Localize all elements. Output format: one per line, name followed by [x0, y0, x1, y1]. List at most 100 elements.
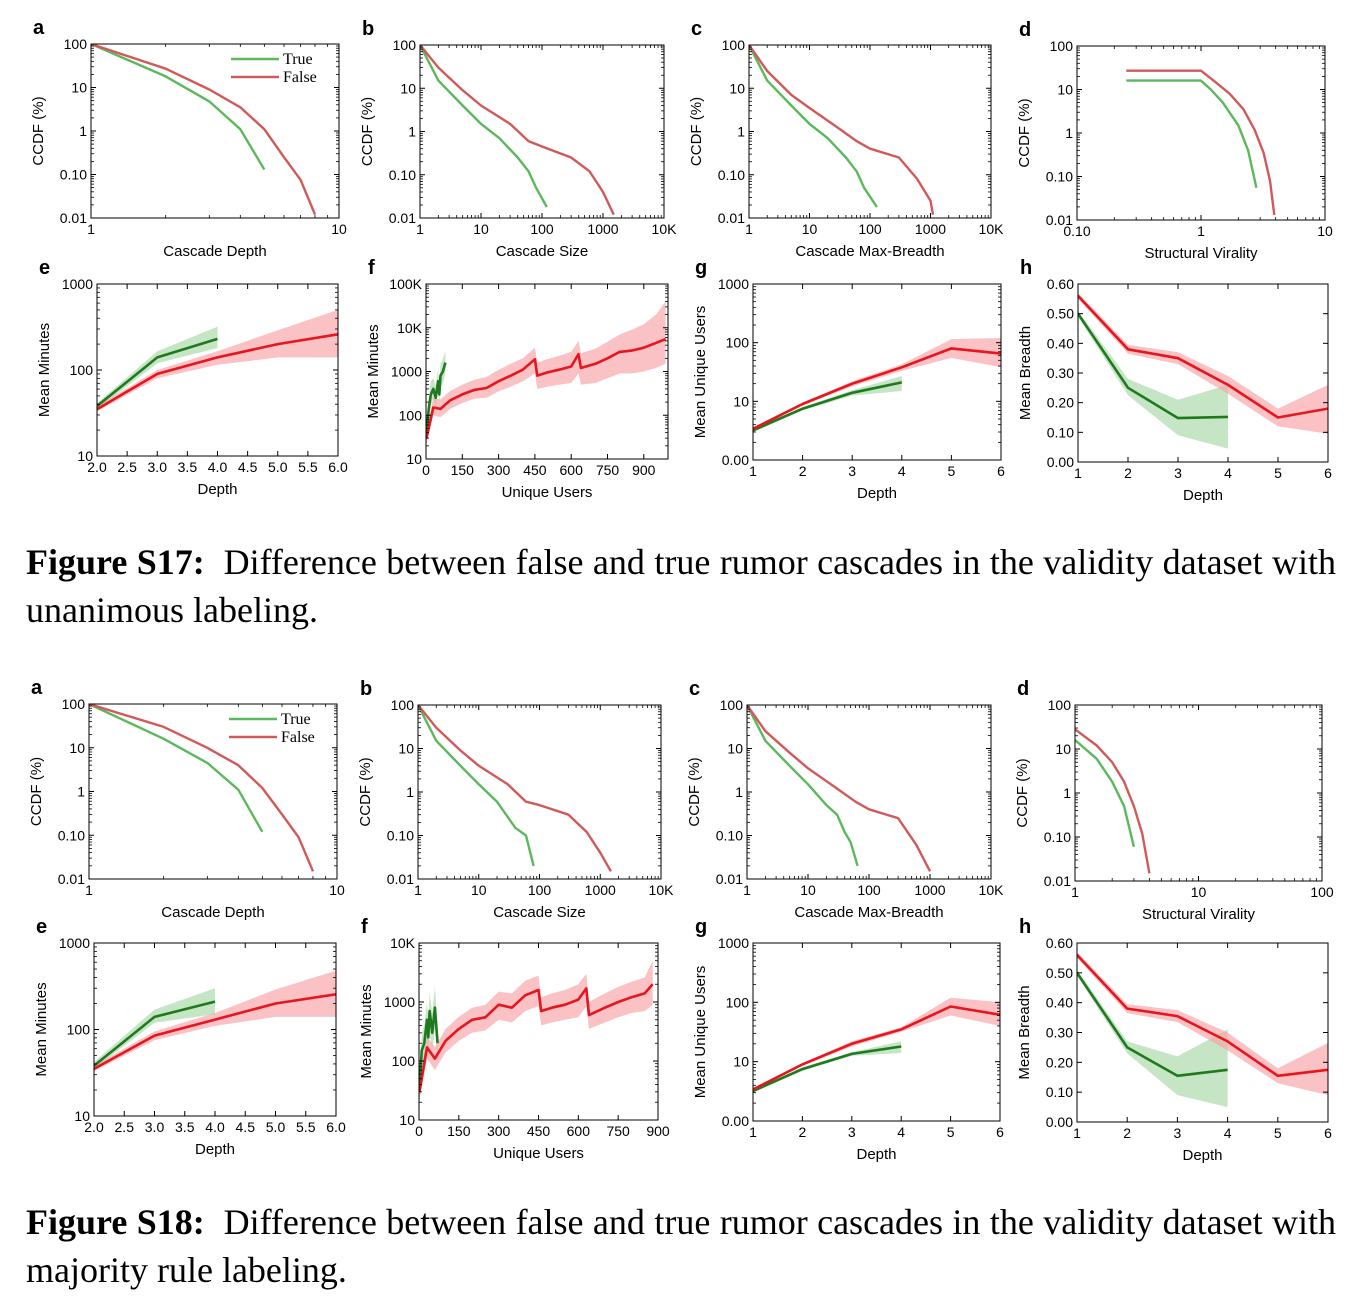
x-axis-label: Depth — [856, 1146, 896, 1163]
y-axis-label: Mean Unique Users — [692, 966, 709, 1099]
y-axis-label: Mean Unique Users — [692, 306, 709, 439]
series-line-true — [97, 337, 218, 408]
series-line-false — [747, 705, 932, 872]
x-tick-label: 1000 — [915, 221, 946, 237]
x-tick-label: 300 — [487, 462, 511, 478]
y-tick-label: 1 — [406, 784, 414, 800]
y-tick-label: 1000 — [384, 994, 415, 1010]
y-tick-label: 1000 — [59, 935, 90, 951]
y-tick-label: 10 — [729, 80, 745, 96]
series-line-false — [426, 337, 667, 439]
panel-letter: b — [362, 18, 374, 40]
plot-area — [749, 45, 935, 215]
plot-frame — [752, 942, 1001, 1122]
y-tick-label: 0.01 — [716, 871, 743, 887]
y-axis-label: CCDF (%) — [1016, 98, 1033, 167]
x-tick-label: 1 — [1071, 884, 1079, 900]
legend-label-false: False — [283, 69, 317, 86]
panel-letter: c — [691, 18, 702, 40]
y-tick-label: 0.30 — [1047, 365, 1074, 381]
x-axis-label: Cascade Size — [496, 243, 589, 260]
x-tick-label: 1000 — [914, 882, 945, 898]
y-tick-label: 0.01 — [389, 210, 416, 226]
x-tick-label: 1 — [1074, 465, 1082, 481]
x-tick-label: 1 — [85, 882, 93, 898]
y-tick-label: 0.01 — [387, 871, 414, 887]
x-tick-label: 1 — [743, 882, 751, 898]
x-tick-label: 150 — [447, 1123, 471, 1139]
y-tick-label: 0.30 — [1046, 1025, 1073, 1041]
plot-frame — [746, 704, 992, 880]
series-line-false — [1078, 295, 1328, 419]
x-tick-label: 3.0 — [148, 459, 168, 475]
y-tick-label: 1 — [1063, 785, 1071, 801]
plot-area — [747, 705, 932, 872]
y-tick-label: 100 — [392, 1053, 416, 1069]
panel-d: 1 10 100 100 10 1 0.10 0.01 Structural Virality C… — [1014, 678, 1334, 923]
y-tick-label: 1 — [77, 784, 85, 800]
series-line-true — [419, 1006, 439, 1092]
legend-label-false: False — [281, 729, 315, 746]
panel-letter: c — [689, 678, 700, 700]
panel-f: 0 150 300 450 600 750 900 10K 1000 100 10 Unique Us… — [358, 916, 670, 1162]
y-axis-label: CCDF (%) — [357, 757, 374, 826]
plot-area — [1077, 952, 1328, 1108]
y-tick-label: 0.01 — [1044, 873, 1071, 889]
x-axis-label: Depth — [197, 481, 237, 498]
x-tick-label: 0 — [415, 1123, 423, 1139]
y-axis-label: CCDF (%) — [686, 757, 703, 826]
x-tick-label: 2.5 — [117, 459, 137, 475]
panel-b: 1 10 100 1000 10K 100 10 1 0.10 0.01 Cascade Size C… — [359, 18, 677, 260]
series-line-false — [94, 993, 336, 1071]
y-tick-label: 0.50 — [1046, 965, 1073, 981]
plot-area — [420, 45, 615, 216]
x-tick-label: 1 — [1073, 1125, 1081, 1141]
y-tick-label: 0.01 — [60, 210, 87, 226]
plot-frame — [93, 942, 337, 1117]
panel-h: 1 2 3 4 5 6 0.60 0.50 0.40 0.30 0.20 0.10 0.00 Depth M… — [1016, 916, 1332, 1164]
figure-s18-caption-text: Difference between false and true rumor … — [26, 1202, 1336, 1290]
x-tick-label: 1 — [745, 221, 753, 237]
plot-area — [1075, 728, 1151, 874]
y-tick-label: 0.20 — [1046, 1054, 1073, 1070]
series-line-false — [420, 45, 615, 216]
x-tick-label: 3 — [1174, 1125, 1182, 1141]
series-line-true — [1078, 312, 1229, 420]
plot-area — [89, 704, 315, 872]
y-tick-label: 0.00 — [1047, 454, 1074, 470]
plot-area — [94, 970, 336, 1072]
x-tick-label: 100 — [858, 221, 882, 237]
series-band-false — [1077, 952, 1328, 1096]
x-tick-label: 2 — [799, 1124, 807, 1140]
y-tick-label: 0.40 — [1047, 335, 1074, 351]
y-tick-label: 100 — [64, 36, 88, 52]
series-band-false — [753, 997, 1000, 1091]
series-line-true — [418, 705, 535, 867]
panel-letter: b — [360, 678, 372, 700]
x-tick-label: 4 — [898, 463, 906, 479]
y-tick-label: 1 — [79, 123, 87, 139]
plot-area — [426, 301, 667, 444]
x-tick-label: 5 — [1274, 465, 1282, 481]
x-tick-label: 10 — [802, 221, 818, 237]
y-axis-label: Mean Minutes — [365, 324, 382, 418]
x-tick-label: 100 — [528, 882, 552, 898]
panel-a: 1 10 100 10 1 0.10 0.01 Cascade Depth CCDF (%) a T… — [28, 677, 345, 921]
x-tick-label: 0.10 — [1063, 223, 1090, 239]
x-tick-label: 1 — [1197, 223, 1205, 239]
y-tick-label: 100 — [70, 362, 94, 378]
x-tick-label: 3 — [1174, 465, 1182, 481]
plot-area — [418, 705, 612, 872]
plot-area — [753, 997, 1000, 1093]
y-tick-label: 10 — [1057, 82, 1073, 98]
y-tick-label: 0.20 — [1047, 395, 1074, 411]
x-tick-label: 4 — [897, 1124, 905, 1140]
y-tick-label: 100K — [389, 276, 422, 292]
plot-frame — [419, 44, 665, 219]
x-tick-label: 1 — [749, 1124, 757, 1140]
y-tick-label: 10 — [77, 448, 93, 464]
figure-s17-caption-text: Difference between false and true rumor … — [26, 542, 1336, 630]
series-band-false — [1078, 292, 1328, 434]
y-tick-label: 100 — [720, 697, 744, 713]
x-tick-label: 6.0 — [326, 1119, 346, 1135]
